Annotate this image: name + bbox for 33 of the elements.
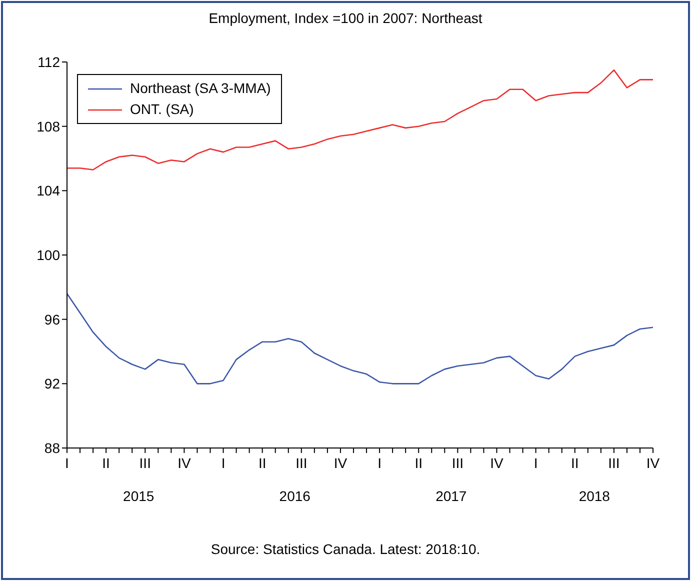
y-tick-label: 96 [44,311,60,328]
y-tick-label: 92 [44,376,60,392]
x-tick-label: III [452,455,464,471]
line-series [66,292,654,384]
text: 2018 [578,488,611,504]
x-tick-label: II [414,455,422,471]
y-tick-label: 112 [38,54,60,70]
legend-label: Northeast (SA 3-MMA) [130,79,271,98]
x-tick-label: III [296,455,308,471]
x-tick-label: II [102,455,110,471]
x-tick-label: IV [646,455,660,471]
y-tick-label: 88 [44,440,60,456]
y-tick-label: 104 [36,182,60,199]
x-tick-label: IV [490,455,504,471]
chart-title: Employment, Index =100 in 2007: Northeast [208,10,484,26]
text: 2015 [122,488,156,504]
line-series [66,69,654,170]
legend-label: ONT. (SA) [130,100,194,119]
text: 2016 [278,488,312,504]
x-tick-label: I [378,455,382,471]
x-tick-label: IV [334,455,348,471]
x-tick-label: I [65,455,69,471]
x-tick-label: IV [178,455,192,471]
x-tick-label: II [258,455,266,471]
x-tick-label: I [534,455,538,471]
x-tick-label: III [139,455,151,471]
x-tick-label: II [570,455,579,471]
x-tick-label: I [221,455,226,471]
source-note: Source: Statistics Canada. Latest: 2018:10. [210,541,482,557]
y-tick-label: 100 [36,246,60,263]
x-tick-label: III [608,455,620,471]
text: 2017 [434,488,468,504]
y-tick-label: 108 [36,118,60,134]
